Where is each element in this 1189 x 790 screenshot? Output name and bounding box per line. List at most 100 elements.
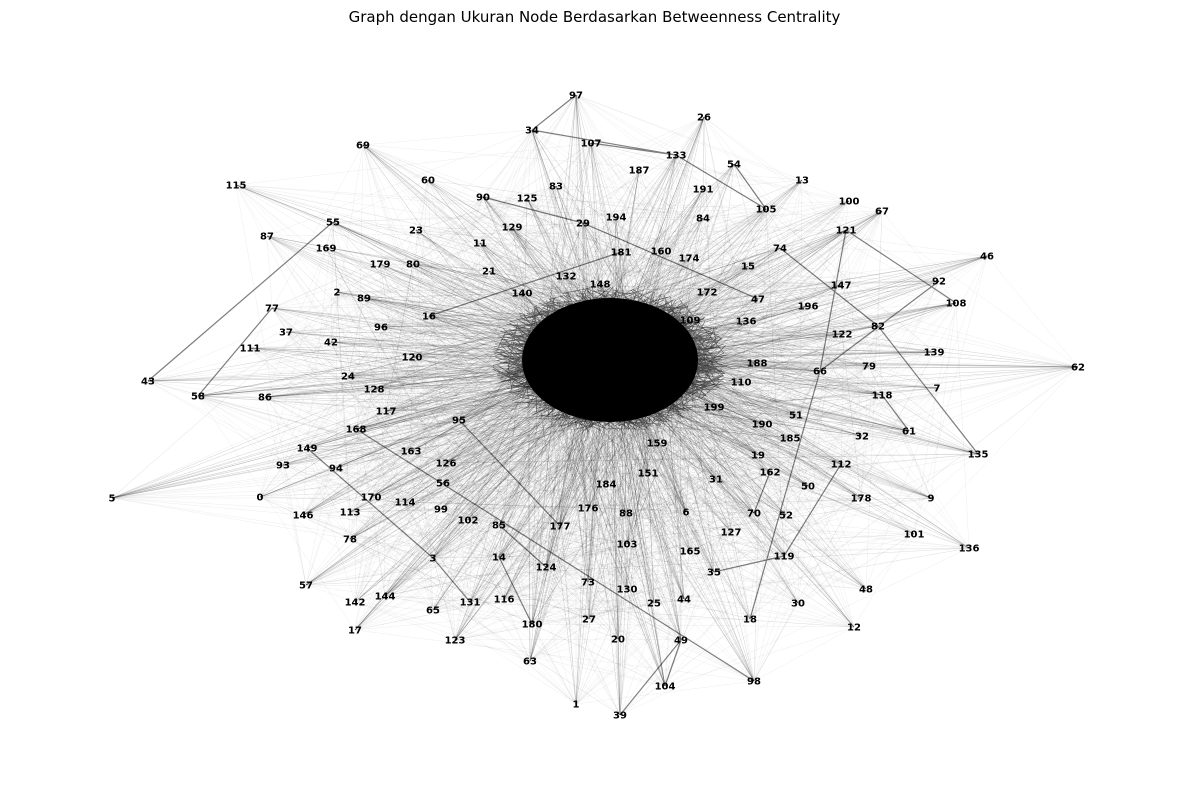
- node-label-89: 89: [357, 294, 371, 305]
- node-label-65: 65: [426, 606, 440, 617]
- node-label-66: 66: [813, 367, 827, 378]
- node-label-21: 21: [482, 267, 496, 278]
- node-label-123: 123: [445, 636, 466, 647]
- node-label-2: 2: [334, 288, 341, 299]
- node-label-149: 149: [297, 444, 318, 455]
- node-label-93: 93: [276, 461, 290, 472]
- node-label-139: 139: [924, 348, 945, 359]
- node-label-43: 43: [141, 377, 155, 388]
- dense-core-cluster: [492, 286, 728, 433]
- node-label-179: 179: [370, 260, 391, 271]
- node-label-84: 84: [696, 214, 710, 225]
- node-label-73: 73: [581, 578, 595, 589]
- node-label-122: 122: [832, 330, 853, 341]
- node-label-187: 187: [629, 166, 650, 177]
- node-label-168: 168: [346, 425, 367, 436]
- node-label-31: 31: [709, 475, 723, 486]
- node-label-113: 113: [340, 508, 361, 519]
- node-label-124: 124: [536, 563, 557, 574]
- node-label-133: 133: [666, 151, 687, 162]
- node-label-9: 9: [928, 494, 935, 505]
- node-label-116: 116: [494, 595, 515, 606]
- node-label-142: 142: [345, 598, 366, 609]
- node-label-88: 88: [619, 509, 633, 520]
- node-label-110: 110: [731, 378, 752, 389]
- node-label-57: 57: [299, 581, 313, 592]
- node-label-131: 131: [460, 598, 481, 609]
- node-label-136: 136: [736, 317, 757, 328]
- node-label-87: 87: [260, 232, 274, 243]
- node-label-94: 94: [329, 464, 343, 475]
- node-label-159: 159: [647, 439, 668, 450]
- node-label-16: 16: [422, 312, 436, 323]
- node-label-165: 165: [680, 547, 701, 558]
- node-label-1: 1: [573, 700, 580, 711]
- node-label-37: 37: [279, 328, 293, 339]
- node-label-3: 3: [430, 554, 437, 565]
- node-label-82: 82: [871, 322, 885, 333]
- node-label-144: 144: [375, 592, 396, 603]
- node-label-178: 178: [851, 494, 872, 505]
- node-label-147: 147: [831, 281, 852, 292]
- node-label-130: 130: [617, 585, 638, 596]
- node-label-17: 17: [348, 626, 362, 637]
- node-label-126: 126: [436, 459, 457, 470]
- node-label-6: 6: [683, 508, 690, 519]
- node-label-0: 0: [257, 493, 264, 504]
- node-label-169: 169: [316, 244, 337, 255]
- node-label-111: 111: [240, 344, 261, 355]
- node-label-80: 80: [406, 260, 420, 271]
- node-label-103: 103: [617, 540, 638, 551]
- node-label-63: 63: [523, 657, 537, 668]
- node-label-191: 191: [693, 185, 714, 196]
- node-label-18: 18: [743, 615, 757, 626]
- node-label-50: 50: [801, 482, 815, 493]
- node-label-170: 170: [361, 493, 382, 504]
- node-label-176: 176: [578, 504, 599, 515]
- node-label-120: 120: [402, 353, 423, 364]
- node-label-174: 174: [679, 254, 700, 265]
- node-label-46: 46: [980, 252, 994, 263]
- node-label-79: 79: [862, 362, 876, 373]
- node-label-49: 49: [674, 636, 688, 647]
- node-label-27: 27: [582, 615, 596, 626]
- node-label-32: 32: [855, 432, 869, 443]
- node-label-194: 194: [606, 213, 627, 224]
- node-label-29: 29: [576, 219, 590, 230]
- node-label-56: 56: [436, 479, 450, 490]
- node-label-118: 118: [872, 391, 893, 402]
- node-label-96: 96: [374, 323, 388, 334]
- node-label-117: 117: [376, 407, 397, 418]
- node-label-62: 62: [1071, 363, 1085, 374]
- node-label-184: 184: [596, 480, 617, 491]
- node-label-77: 77: [265, 304, 279, 315]
- node-label-127: 127: [721, 528, 742, 539]
- graph-title: Graph dengan Ukuran Node Berdasarkan Bet…: [348, 8, 841, 26]
- node-label-99: 99: [434, 505, 448, 516]
- node-label-185: 185: [780, 434, 801, 445]
- node-label-70: 70: [747, 509, 761, 520]
- node-label-177: 177: [550, 522, 571, 533]
- node-label-140: 140: [512, 289, 533, 300]
- node-label-34: 34: [525, 126, 539, 137]
- node-label-115: 115: [226, 181, 247, 192]
- node-label-100: 100: [839, 197, 860, 208]
- node-label-125: 125: [517, 194, 538, 205]
- node-label-90: 90: [476, 193, 490, 204]
- node-label-83: 83: [549, 182, 563, 193]
- node-label-74: 74: [773, 244, 787, 255]
- node-label-199: 199: [704, 403, 725, 414]
- node-label-47: 47: [751, 295, 765, 306]
- node-label-119: 119: [774, 552, 795, 563]
- node-label-23: 23: [409, 226, 423, 237]
- node-label-58: 58: [191, 392, 205, 403]
- node-label-44: 44: [677, 595, 691, 606]
- node-label-172: 172: [697, 288, 718, 299]
- node-label-101: 101: [904, 530, 925, 541]
- core-dense-edges: [492, 286, 728, 433]
- node-label-148: 148: [590, 280, 611, 291]
- node-label-92: 92: [932, 277, 946, 288]
- node-label-146: 146: [293, 511, 314, 522]
- node-label-135: 135: [968, 450, 989, 461]
